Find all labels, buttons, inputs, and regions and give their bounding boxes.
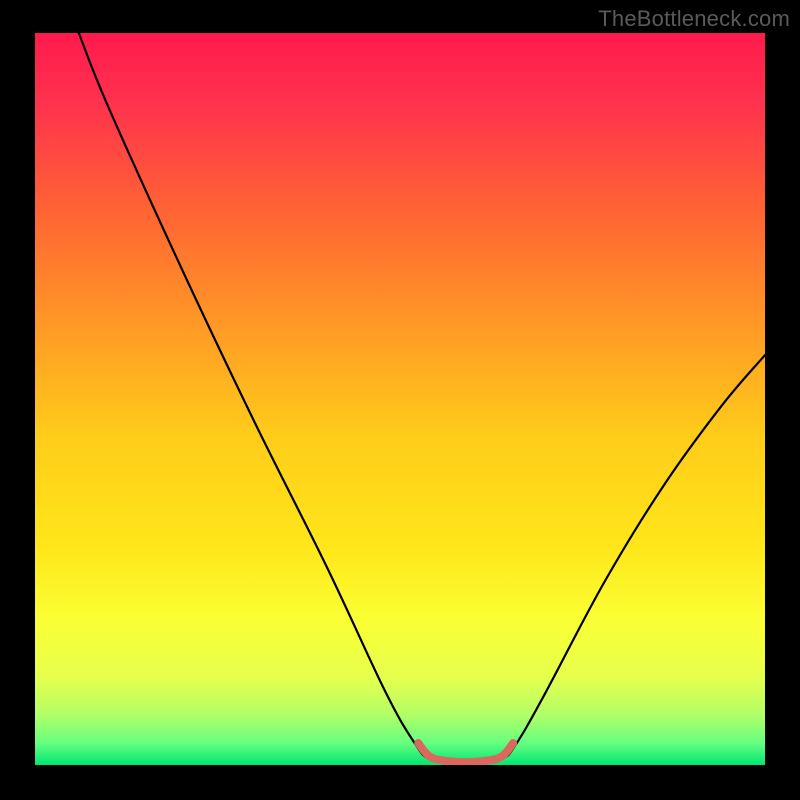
watermark-text: TheBottleneck.com	[598, 6, 790, 32]
bottleneck-curve	[79, 33, 765, 763]
plot-area	[35, 33, 765, 765]
curve-svg	[35, 33, 765, 765]
trough-highlight	[418, 743, 513, 762]
chart-container: TheBottleneck.com	[0, 0, 800, 800]
